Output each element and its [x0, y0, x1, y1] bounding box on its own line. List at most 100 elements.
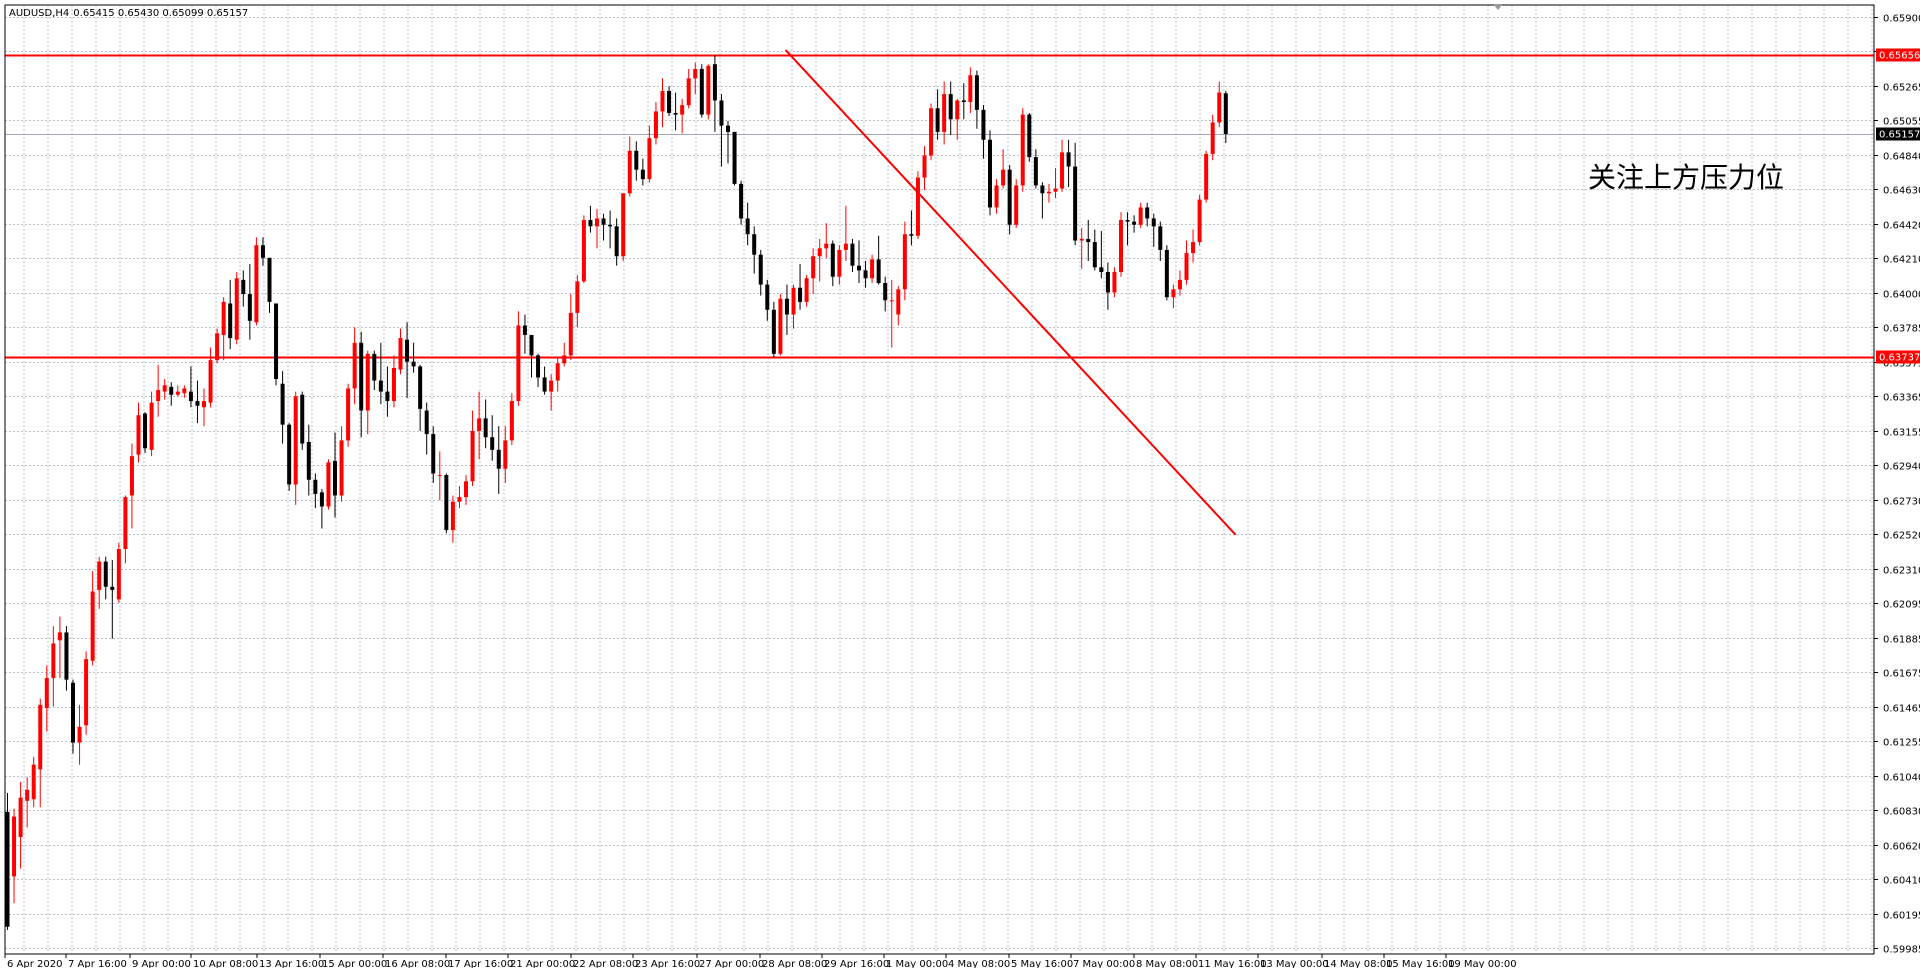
candle: [804, 275, 809, 307]
candle-body: [961, 100, 966, 102]
candle: [516, 311, 521, 406]
candle: [955, 98, 960, 140]
candle-body: [653, 111, 658, 139]
candle-body: [614, 226, 619, 257]
candle: [889, 279, 894, 348]
candle-body: [778, 298, 783, 354]
candle-body: [712, 64, 717, 101]
candle: [1177, 270, 1182, 296]
candle-body: [346, 388, 351, 441]
candle: [287, 423, 292, 491]
candle-body: [182, 388, 187, 394]
candle: [562, 342, 567, 367]
candle: [123, 495, 128, 564]
candle-body: [522, 325, 527, 335]
candle-body: [568, 312, 573, 356]
time-tick-label: 21 Apr 00:00: [510, 959, 575, 968]
candle: [988, 130, 992, 216]
candle: [143, 412, 148, 453]
candle: [712, 54, 717, 132]
candle: [798, 264, 803, 310]
horizontal-line-price-label: 0.65656: [1879, 51, 1920, 62]
horizontal-lines-layer: [5, 54, 1874, 359]
candle: [260, 237, 265, 266]
candle-body: [817, 248, 822, 257]
candle-body: [784, 298, 789, 315]
candle-body: [103, 561, 108, 587]
candle: [385, 366, 390, 417]
candle: [1001, 149, 1006, 189]
candle-body: [1138, 207, 1143, 225]
candle: [915, 171, 920, 239]
candle: [876, 235, 881, 285]
candle: [902, 221, 907, 301]
symbol-readout: AUDUSD,H4 0.65415 0.65430 0.65099 0.65157: [9, 8, 248, 19]
candle: [254, 237, 259, 326]
candle-body: [811, 256, 816, 279]
candle: [156, 364, 161, 417]
price-tick-label: 0.65055: [1883, 117, 1920, 128]
candle-body: [247, 294, 252, 321]
candle-body: [595, 218, 599, 227]
candle: [771, 301, 776, 357]
time-tick-label: 19 May 00:00: [1448, 959, 1517, 968]
candle: [464, 475, 468, 505]
candle-body: [254, 245, 259, 323]
time-axis[interactable]: 6 Apr 2020 7 Apr 16:00 9 Apr 00:00 10 Apr 0…: [4, 954, 1517, 970]
candle-body: [922, 155, 927, 178]
candle: [25, 777, 30, 828]
horizontal-line-price-label: 0.63737: [1879, 353, 1920, 364]
candle: [667, 86, 672, 117]
candle-body: [444, 475, 449, 531]
candle-body: [470, 430, 475, 482]
candle-body: [640, 169, 645, 180]
candle: [365, 350, 370, 435]
candle: [267, 257, 272, 313]
candle: [640, 158, 645, 186]
time-tick-label: 11 May 16:00: [1198, 959, 1267, 968]
candle-body: [915, 177, 920, 236]
candle-body: [1184, 253, 1189, 280]
price-tick-label: 0.61675: [1883, 669, 1920, 680]
candle-body: [18, 797, 23, 838]
candle: [850, 238, 855, 272]
price-tick-label: 0.59985: [1883, 945, 1920, 956]
candle: [909, 210, 914, 246]
candle: [817, 238, 822, 282]
candle-body: [739, 183, 744, 219]
candle: [437, 451, 442, 501]
scroll-marker-icon[interactable]: [1493, 4, 1503, 10]
candle: [1125, 212, 1130, 246]
candle-body: [326, 462, 331, 507]
candle-body: [391, 367, 396, 402]
candle-body: [732, 131, 737, 184]
candle: [169, 382, 174, 406]
trend-line[interactable]: [784, 49, 1237, 536]
candle-body: [581, 220, 586, 282]
price-tick-label: 0.61255: [1883, 738, 1920, 749]
time-tick-label: 29 Apr 16:00: [824, 959, 889, 968]
candle: [274, 303, 279, 386]
candle: [994, 179, 999, 214]
candle-body: [77, 726, 82, 743]
price-axis[interactable]: 0.659000.654750.652650.650550.648400.646…: [1874, 14, 1920, 956]
candle-body: [994, 185, 999, 208]
candle: [51, 626, 56, 707]
price-tick-label: 0.63365: [1883, 393, 1920, 404]
candle: [31, 756, 36, 808]
candle: [824, 223, 829, 258]
candle: [784, 284, 789, 335]
candle: [726, 120, 730, 164]
candle-body: [156, 390, 161, 402]
candle-body: [1151, 218, 1156, 227]
candle: [634, 141, 639, 181]
candle: [542, 366, 547, 395]
candle-body: [896, 289, 901, 315]
time-tick-label: 9 Apr 00:00: [132, 959, 191, 968]
